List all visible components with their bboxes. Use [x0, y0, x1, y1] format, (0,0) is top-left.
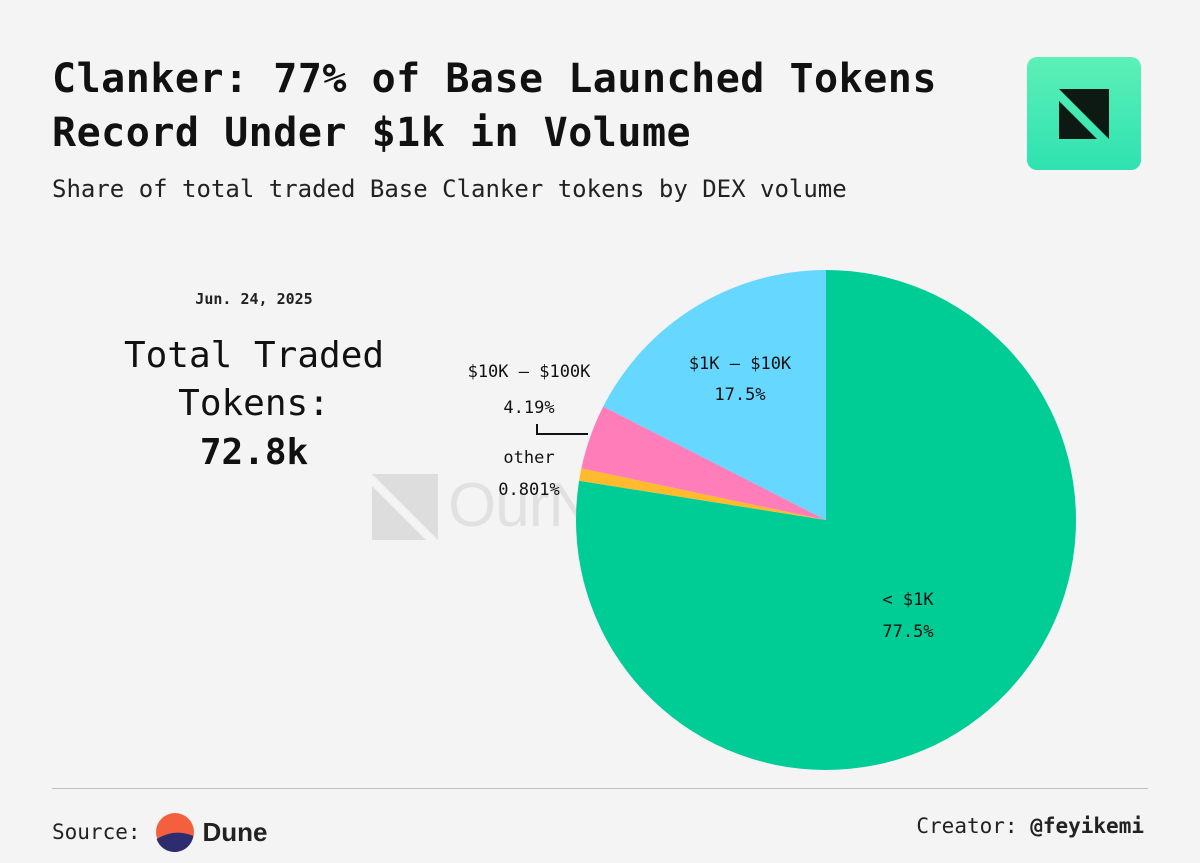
dune-logo-icon: [155, 813, 194, 852]
stat-value: 72.8k: [199, 432, 309, 473]
chart-title-rest: 77% of Base Launched Tokens Record Under…: [52, 56, 937, 156]
slice-label-lt-1k: < $1K: [882, 590, 934, 610]
pie-slice-lt-1k: [576, 270, 1077, 770]
slice-label-1k-10k: $1K – $10K: [689, 354, 792, 374]
footer-creator: Creator: @feyikemi: [916, 814, 1144, 838]
slice-percent-10k-100k: 4.19%: [503, 398, 554, 418]
chart-subtitle: Share of total traded Base Clanker token…: [52, 175, 847, 203]
pie-slice-10k-100k: [581, 406, 826, 520]
creator-label: Creator:: [916, 814, 1018, 838]
slice-percent-lt-1k: 77.5%: [882, 622, 933, 642]
pie-slice-1k-10k: [603, 270, 826, 520]
chart-title: Clanker: 77% of Base Launched Tokens Rec…: [52, 52, 972, 160]
chart-title-brand: Clanker:: [52, 56, 249, 102]
label-leader-line: [536, 424, 588, 435]
footer-source: Source: Dune: [52, 812, 268, 852]
slice-percent-other: 0.801%: [498, 480, 559, 500]
pie-slice-other: [579, 468, 826, 520]
watermark-logo-icon: [372, 474, 438, 540]
slice-label-other: other: [503, 448, 554, 468]
stat-label: Total Traded Tokens:: [123, 335, 385, 424]
ournetwork-logo-icon: [1027, 57, 1141, 170]
source-name: Dune: [202, 816, 268, 847]
slice-label-10k-100k: $10K – $100K: [468, 362, 592, 382]
source-label: Source:: [52, 820, 141, 844]
stat-date: Jun. 24, 2025: [195, 290, 313, 308]
creator-handle: @feyikemi: [1030, 814, 1144, 838]
slice-percent-1k-10k: 17.5%: [714, 385, 765, 405]
footer-divider: [52, 788, 1148, 789]
